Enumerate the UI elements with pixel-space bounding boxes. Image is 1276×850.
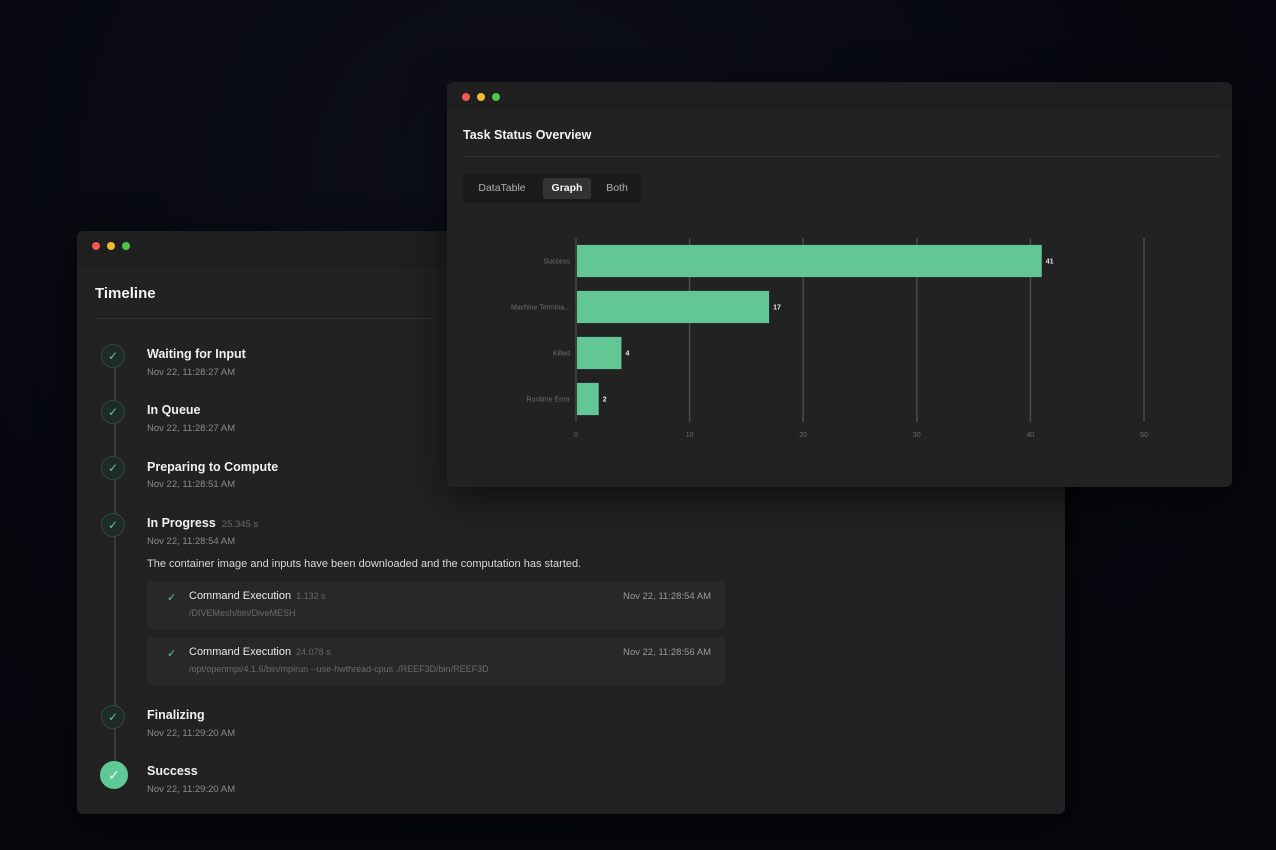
timeline-connector-line <box>114 359 116 779</box>
step-title: Success <box>147 764 198 778</box>
status-titlebar <box>447 82 1232 110</box>
step-title: Preparing to Compute <box>147 460 279 474</box>
divider <box>463 156 1220 157</box>
category-label: Machine Termina... <box>511 305 570 312</box>
task-status-bar-chart: 0 10 20 30 40 50 Success 41 Machine Termina... 17… <box>511 238 1148 439</box>
tab-graph[interactable]: Graph <box>543 178 591 199</box>
close-window-button[interactable] <box>92 242 100 250</box>
step-timestamp: Nov 22, 11:29:20 AM <box>147 784 236 795</box>
x-tick-label: 10 <box>686 432 694 439</box>
check-icon: ✓ <box>167 592 177 604</box>
x-tick-label: 30 <box>913 432 921 439</box>
tab-both[interactable]: Both <box>606 182 628 194</box>
check-icon: ✓ <box>167 648 177 660</box>
command-timestamp: Nov 22, 11:28:54 AM <box>622 591 711 602</box>
step-title: In Progress 25.345 s <box>147 516 259 530</box>
command-timestamp: Nov 22, 11:28:56 AM <box>622 647 711 658</box>
bar <box>577 382 599 416</box>
step-title: Waiting for Input <box>147 347 246 361</box>
x-tick-label: 50 <box>1140 432 1148 439</box>
task-status-window: Task Status Overview DataTable Graph Bot… <box>447 82 1232 487</box>
step-timestamp: Nov 22, 11:28:27 AM <box>147 367 236 378</box>
bar-value-label: 17 <box>773 305 781 312</box>
minimize-window-button[interactable] <box>107 242 115 250</box>
command-name: Command Execution 24.078 s <box>189 646 331 658</box>
maximize-window-button[interactable] <box>122 242 130 250</box>
step-timestamp: Nov 22, 11:28:27 AM <box>147 423 236 434</box>
x-tick-label: 40 <box>1027 432 1035 439</box>
timeline-title: Timeline <box>95 285 156 302</box>
check-circle-icon: ✓ <box>101 513 125 537</box>
category-label: Killed <box>553 351 570 358</box>
maximize-window-button[interactable] <box>492 93 500 101</box>
x-tick-label: 20 <box>799 432 807 439</box>
bar <box>577 290 770 324</box>
close-window-button[interactable] <box>462 93 470 101</box>
command-duration: 24.078 s <box>296 647 331 657</box>
x-tick-label: 0 <box>574 432 578 439</box>
check-circle-icon: ✓ <box>101 344 125 368</box>
window-controls <box>462 93 500 101</box>
step-description: The container image and inputs have been… <box>147 558 582 570</box>
success-check-icon: ✓ <box>100 761 128 789</box>
command-name: Command Execution 1.132 s <box>189 590 326 602</box>
bar <box>577 336 622 370</box>
command-execution-row[interactable]: ✓ Command Execution 1.132 s /DIVEMesh/bin… <box>147 581 725 629</box>
command-path: /DIVEMesh/bin/DiveMESH <box>189 608 296 618</box>
command-execution-row[interactable]: ✓ Command Execution 24.078 s /opt/openmpi… <box>147 637 725 685</box>
bar-value-label: 2 <box>603 397 607 404</box>
category-label: Runtime Error <box>526 397 570 404</box>
bar-value-label: 41 <box>1046 259 1054 266</box>
command-path: /opt/openmpi/4.1.6/bin/mpirun --use-hwth… <box>189 664 489 674</box>
check-circle-icon: ✓ <box>101 400 125 424</box>
check-circle-icon: ✓ <box>101 456 125 480</box>
window-controls <box>92 242 130 250</box>
command-duration: 1.132 s <box>296 591 326 601</box>
step-title: In Queue <box>147 403 201 417</box>
minimize-window-button[interactable] <box>477 93 485 101</box>
task-status-title: Task Status Overview <box>463 128 592 142</box>
step-title: Finalizing <box>147 708 205 722</box>
bar <box>577 244 1042 278</box>
check-circle-icon: ✓ <box>101 705 125 729</box>
tab-datatable[interactable]: DataTable <box>478 182 526 194</box>
bar-value-label: 4 <box>625 351 629 358</box>
step-timestamp: Nov 22, 11:28:51 AM <box>147 479 236 490</box>
category-label: Success <box>544 259 571 266</box>
divider <box>95 318 435 319</box>
view-tabs: DataTable Graph Both <box>463 174 641 203</box>
step-duration: 25.345 s <box>221 519 259 530</box>
step-timestamp: Nov 22, 11:29:20 AM <box>147 728 236 739</box>
step-timestamp: Nov 22, 11:28:54 AM <box>147 536 236 547</box>
